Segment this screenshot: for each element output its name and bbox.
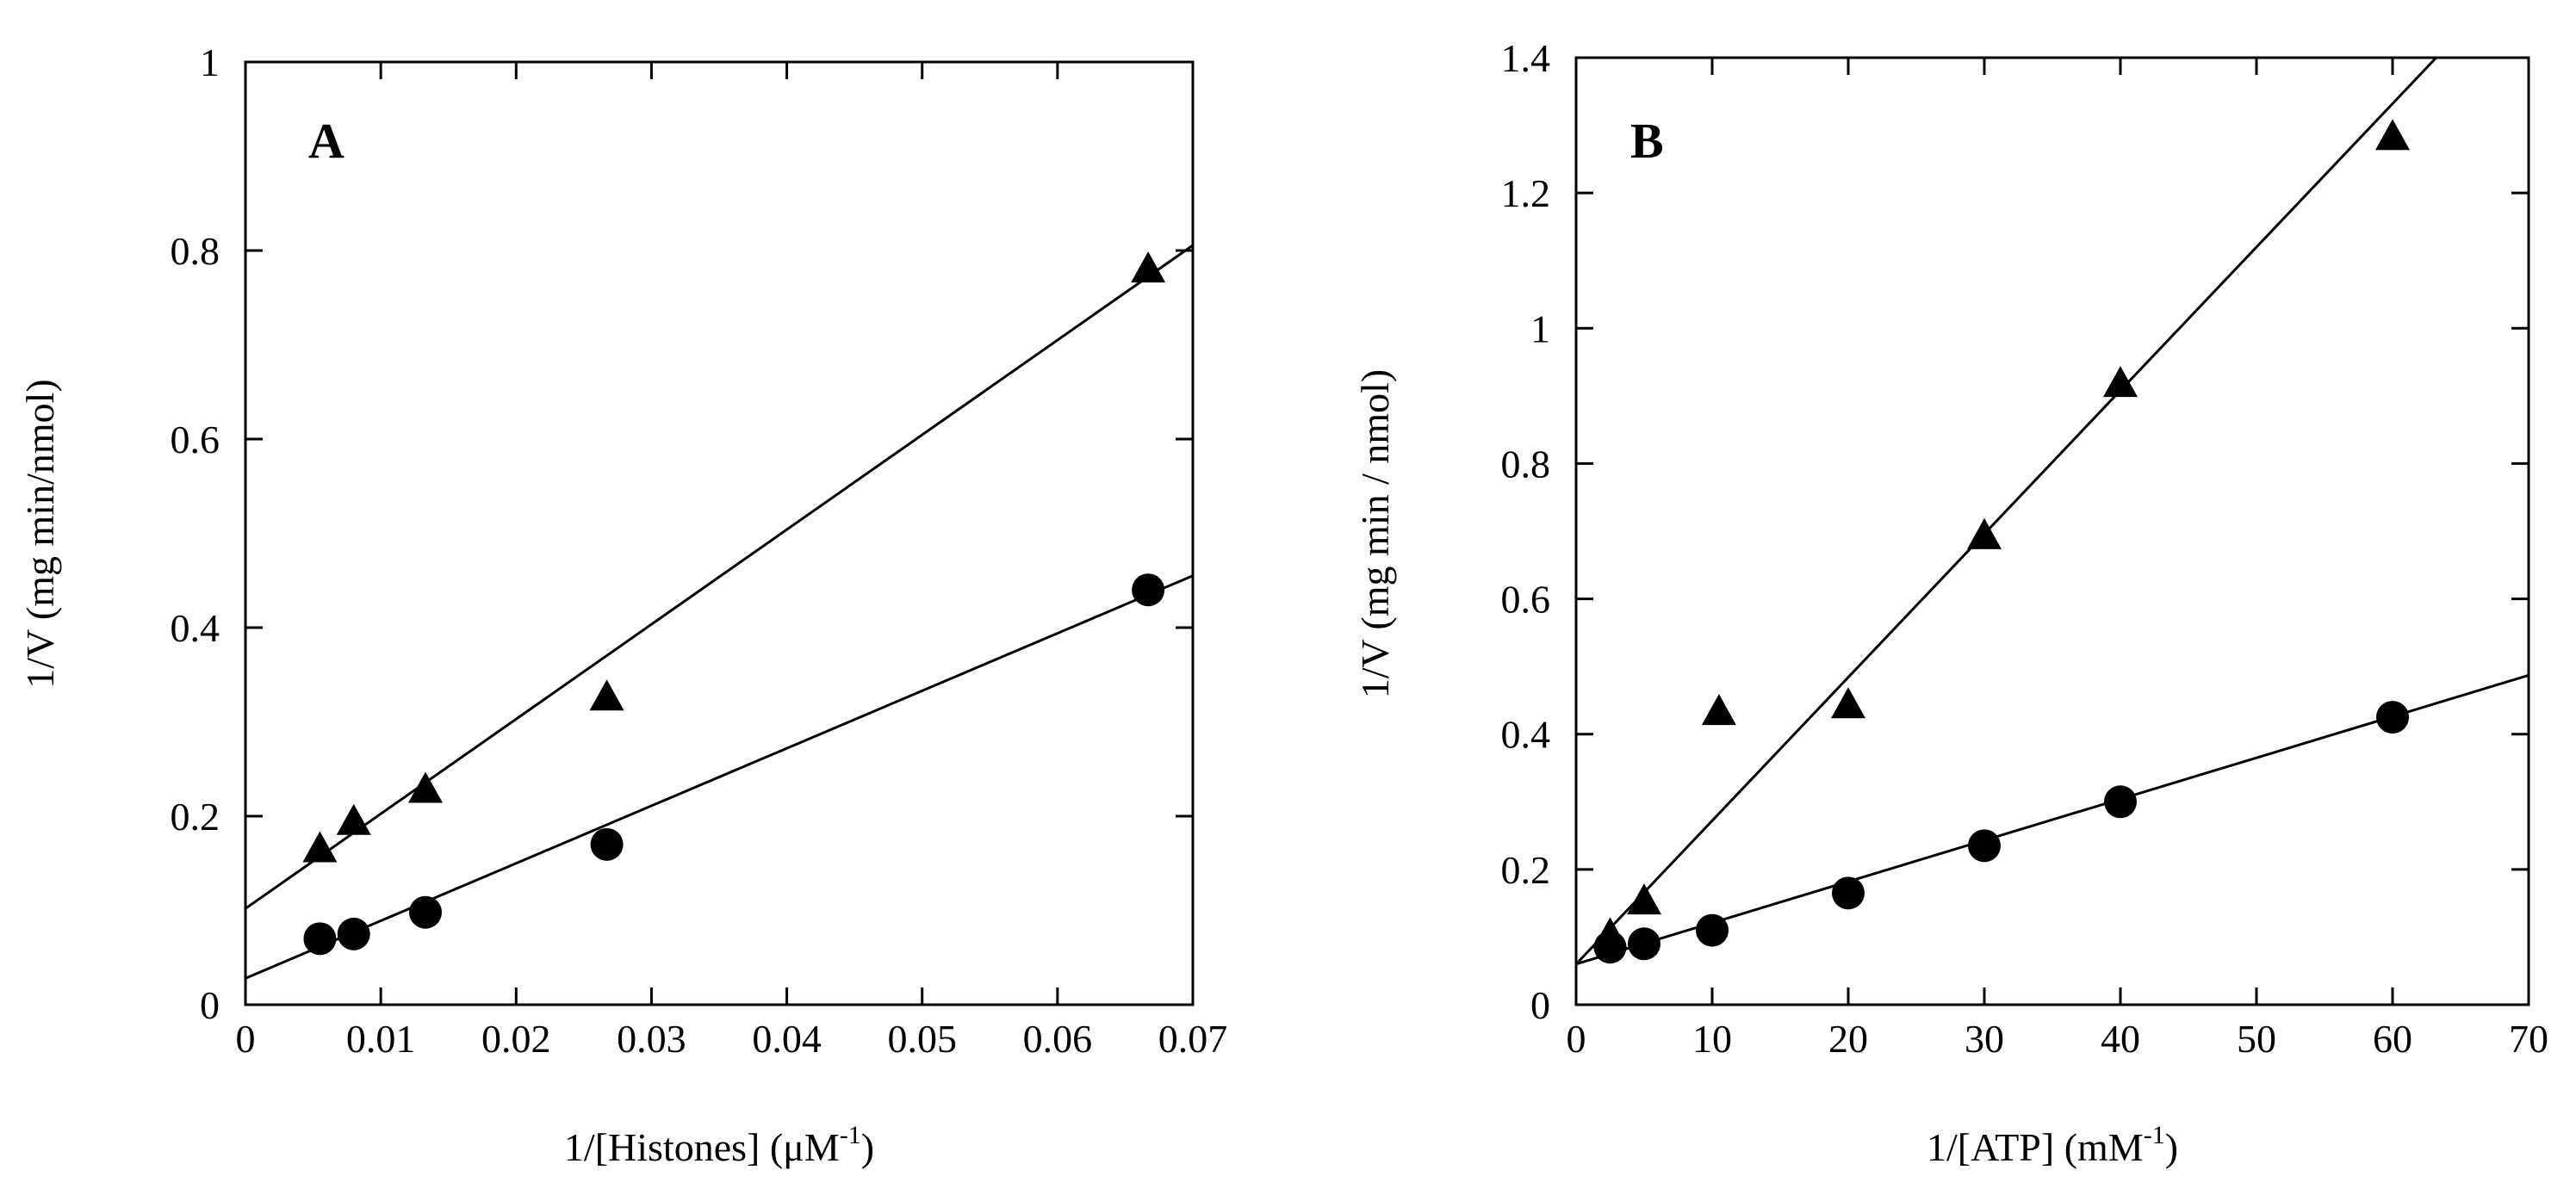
panel-a-triangles-fit-line xyxy=(245,244,1194,910)
panel-b-circle-point xyxy=(1968,829,2001,863)
panel-a-y-tick-label: 0.8 xyxy=(171,229,220,273)
panel-a-x-tick-label: 0.06 xyxy=(1023,1017,1093,1061)
panel-a-y-tick-label: 0.6 xyxy=(171,418,220,461)
panel-b-y-tick-label: 1.2 xyxy=(1501,171,1551,215)
panel-a-data-points xyxy=(302,251,1166,956)
panel-a-x-axis-label: 1/[Histones] (μM-1) xyxy=(564,1121,874,1169)
panel-b-triangles-fit-line xyxy=(1574,56,2437,965)
panel-b-circle-point xyxy=(2376,701,2409,734)
panel-b-y-tick-label: 0 xyxy=(1530,983,1550,1027)
panel-a-x-tick-label: 0.07 xyxy=(1158,1017,1228,1061)
panel-b-triangle-point xyxy=(2375,119,2410,151)
panel-a-circle-point xyxy=(409,895,442,929)
panel-b-x-tick-label: 0 xyxy=(1567,1017,1586,1061)
panel-a-x-tick-label: 0 xyxy=(236,1017,256,1061)
panel-a-circle-point xyxy=(1132,573,1165,607)
panel-a-y-tick-label: 0.2 xyxy=(171,795,220,839)
panel-b-x-tick-label: 40 xyxy=(2101,1017,2140,1061)
panel-b-x-tick-label: 10 xyxy=(1692,1017,1732,1061)
panel-a-triangle-point xyxy=(1131,251,1166,283)
panel-b-data-points xyxy=(1592,119,2410,964)
panel-b-circle-point xyxy=(1593,931,1627,964)
panel-b-circles-fit-line xyxy=(1575,673,2529,966)
panel-a-x-tick-label: 0.05 xyxy=(887,1017,957,1061)
panel-b-y-tick-label: 1.4 xyxy=(1501,36,1551,80)
panel-b-triangle-point xyxy=(2103,366,2138,398)
panel-a-circles-fit-line xyxy=(245,574,1194,980)
panel-a-y-tick-label: 0 xyxy=(200,983,220,1027)
panel-a-ticks: 0 0.01 0.02 0.03 0.04 0.05 0.06 0.07 0 0.2 0.4 0.6 0… xyxy=(171,40,1228,1061)
panel-b-x-axis-label: 1/[ATP] (mM-1) xyxy=(1927,1121,2178,1169)
panel-b-x-tick-label: 60 xyxy=(2373,1017,2412,1061)
panel-b-x-tick-label: 50 xyxy=(2237,1017,2276,1061)
panel-b-y-axis-label: 1/V (mg min / nmol) xyxy=(1353,369,1397,699)
panel-b-circle-point xyxy=(1832,876,1865,910)
panel-a-triangle-point xyxy=(336,803,371,835)
panel-a-triangle-point xyxy=(408,771,443,803)
panel-b-x-tick-label: 20 xyxy=(1828,1017,1868,1061)
panel-a-circle-point xyxy=(337,917,370,950)
panel-a-label: A xyxy=(308,113,345,169)
panel-b-y-tick-label: 0.4 xyxy=(1501,713,1551,757)
panel-b-triangle-point xyxy=(1701,694,1736,726)
panel-b-circle-point xyxy=(2104,785,2137,819)
panel-b-ticks: 0 10 20 30 40 50 60 70 0 0.2 0.4 0.6 0.8 1 1.2 1.4 xyxy=(1501,36,2549,1061)
panel-b-x-tick-label: 70 xyxy=(2509,1017,2548,1061)
panel-b-chart: 0 10 20 30 40 50 60 70 0 0.2 0.4 0.6 0.8 1 1.2 1.4 B 1/… xyxy=(1353,36,2548,1169)
panel-b-label: B xyxy=(1630,113,1664,169)
panel-a-triangle-point xyxy=(302,831,338,863)
panel-a-y-axis-label: 1/V (mg min/nmol) xyxy=(18,379,62,689)
panel-b-plot-frame xyxy=(1574,56,2530,1006)
panel-a-x-tick-label: 0.03 xyxy=(617,1017,686,1061)
panel-b-y-tick-label: 0.8 xyxy=(1501,442,1551,486)
panel-b-triangle-point xyxy=(1831,687,1865,719)
panel-b-fit-lines xyxy=(1574,56,2529,966)
panel-b-circle-point xyxy=(1696,913,1729,947)
panel-a-x-tick-label: 0.01 xyxy=(346,1017,416,1061)
panel-a-circle-point xyxy=(590,827,624,861)
panel-b-triangle-point xyxy=(1967,517,2002,549)
panel-b-circle-point xyxy=(1628,927,1660,961)
panel-b-y-tick-label: 0.6 xyxy=(1501,578,1551,622)
panel-a-x-tick-label: 0.04 xyxy=(752,1017,822,1061)
panel-b-y-tick-label: 0.2 xyxy=(1501,848,1551,892)
panel-b-x-tick-label: 30 xyxy=(1965,1017,2004,1061)
panel-a-y-tick-label: 1 xyxy=(200,40,220,84)
panel-a-chart: 0 0.01 0.02 0.03 0.04 0.05 0.06 0.07 0 0.2 0.4 0.6 0… xyxy=(18,40,1227,1169)
panel-b-triangle-point xyxy=(1627,883,1661,915)
panel-a-circle-point xyxy=(303,922,337,956)
panel-a-triangle-point xyxy=(589,679,624,711)
panel-b-y-tick-label: 1 xyxy=(1530,306,1550,350)
panel-a-plot-frame xyxy=(244,60,1195,1006)
panel-a-fit-lines xyxy=(245,244,1194,980)
panel-a-y-tick-label: 0.4 xyxy=(171,606,220,650)
panel-a-x-tick-label: 0.02 xyxy=(481,1017,551,1061)
